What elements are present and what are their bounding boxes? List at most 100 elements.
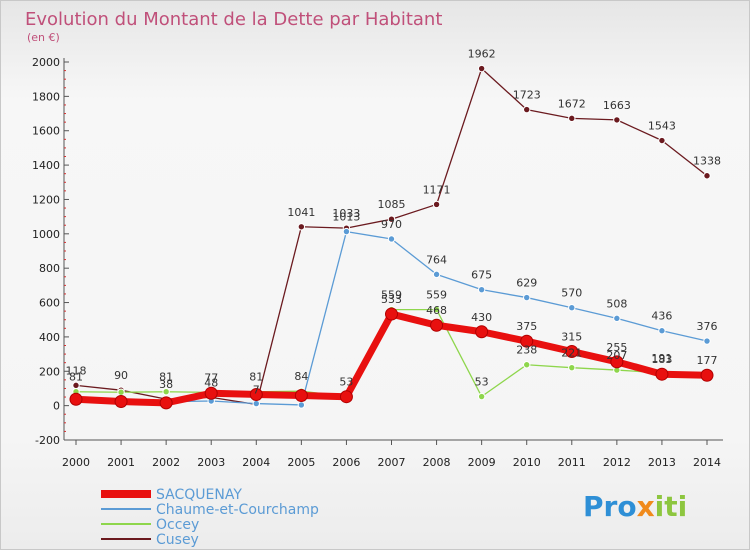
data-point [655, 367, 669, 381]
data-label: 7 [253, 383, 260, 396]
data-label: 1663 [603, 99, 631, 112]
data-point [703, 172, 711, 180]
data-point [114, 395, 128, 409]
data-label: 81 [159, 371, 173, 384]
y-tick-label: 1800 [32, 90, 60, 103]
data-label: 221 [561, 347, 582, 360]
y-tick-label: 0 [53, 400, 60, 413]
y-tick-label: 1000 [32, 228, 60, 241]
data-label: 1085 [378, 198, 406, 211]
x-tick-label: 2007 [378, 456, 406, 469]
data-label: 191 [651, 352, 672, 365]
data-point [475, 325, 489, 339]
y-tick-label: 400 [39, 331, 60, 344]
data-label: 764 [426, 253, 447, 266]
data-point [159, 396, 173, 410]
data-point [432, 305, 441, 314]
x-tick-label: 2003 [197, 456, 225, 469]
data-point [430, 318, 444, 332]
x-tick-label: 2011 [558, 456, 586, 469]
data-label: 315 [561, 331, 582, 344]
data-label: 559 [426, 289, 447, 302]
data-point [162, 388, 170, 396]
x-tick-label: 2005 [287, 456, 315, 469]
data-point [69, 392, 83, 406]
x-tick-label: 2000 [62, 456, 90, 469]
data-point [568, 363, 576, 372]
data-point [477, 392, 486, 401]
data-point [342, 227, 351, 236]
data-point [117, 388, 125, 396]
x-tick-label: 2014 [693, 456, 721, 469]
data-label: 38 [159, 378, 173, 391]
data-label: 238 [516, 344, 537, 357]
data-label: 436 [651, 310, 672, 323]
data-label: 1338 [693, 155, 721, 168]
data-label: 1013 [332, 211, 360, 224]
data-label: 177 [697, 354, 718, 367]
data-label: 1171 [423, 183, 451, 196]
legend-label: Cusey [156, 532, 199, 548]
x-tick-label: 2001 [107, 456, 135, 469]
data-label: 570 [561, 287, 582, 300]
data-point [252, 399, 260, 408]
data-point [613, 116, 621, 124]
data-label: 1033 [332, 207, 360, 220]
data-labels: 533 468 430 375 315 255 183 177 1013 970 764 675 629… [66, 48, 722, 397]
logo-part: iti [655, 490, 688, 523]
y-tick-label: 600 [39, 297, 60, 310]
data-label: 48 [204, 376, 218, 389]
y-tick-label: -200 [35, 434, 60, 447]
data-label: 629 [516, 277, 537, 290]
data-point [297, 223, 306, 231]
data-label: 1041 [287, 206, 315, 219]
data-label: 84 [294, 370, 308, 383]
logo-text: Proxiti [583, 490, 687, 523]
y-tick-label: 2000 [32, 56, 60, 69]
data-point [297, 401, 306, 409]
data-point [565, 345, 579, 359]
data-point [204, 386, 218, 400]
x-tick-label: 2004 [242, 456, 270, 469]
data-label: 53 [339, 376, 353, 389]
data-label: 77 [204, 371, 218, 384]
data-label: 559 [381, 289, 402, 302]
x-tick-label: 2008 [423, 456, 451, 469]
legend-label: Occey [156, 517, 199, 533]
data-label: 90 [114, 369, 128, 382]
data-point [432, 200, 441, 209]
data-label: 255 [606, 341, 627, 354]
x-tick-label: 2009 [468, 456, 496, 469]
data-label: 508 [606, 297, 627, 310]
data-point [520, 334, 534, 348]
data-point [385, 307, 398, 321]
data-label: 376 [697, 320, 718, 333]
data-label: 375 [516, 320, 537, 333]
logo-part: x [637, 490, 655, 523]
y-tick-label: 800 [39, 262, 60, 275]
data-label: 207 [606, 349, 627, 362]
data-point [249, 387, 263, 401]
chart-subtitle: (en €) [27, 31, 60, 44]
data-point [477, 64, 486, 73]
data-point [658, 327, 666, 335]
data-point [432, 270, 441, 279]
chart-title: Evolution du Montant de la Dette par Hab… [25, 9, 442, 30]
axes: -200 0 200 400 600 800 1000 1200 1400 1600 1800 200… [32, 56, 723, 469]
data-label: 1672 [558, 97, 586, 110]
x-tick-label: 2013 [648, 456, 676, 469]
data-label: 183 [651, 353, 672, 366]
legend-label: SACQUENAY [156, 487, 242, 503]
data-point [387, 235, 396, 243]
data-point [523, 293, 531, 302]
data-point [703, 337, 711, 345]
data-point [477, 285, 486, 294]
y-tick-label: 1200 [32, 193, 60, 206]
data-label: 81 [69, 371, 83, 384]
data-point [294, 388, 308, 402]
series-layer [69, 64, 714, 410]
proxiti-logo: Proxiti [583, 490, 687, 523]
data-label: 1543 [648, 120, 676, 133]
